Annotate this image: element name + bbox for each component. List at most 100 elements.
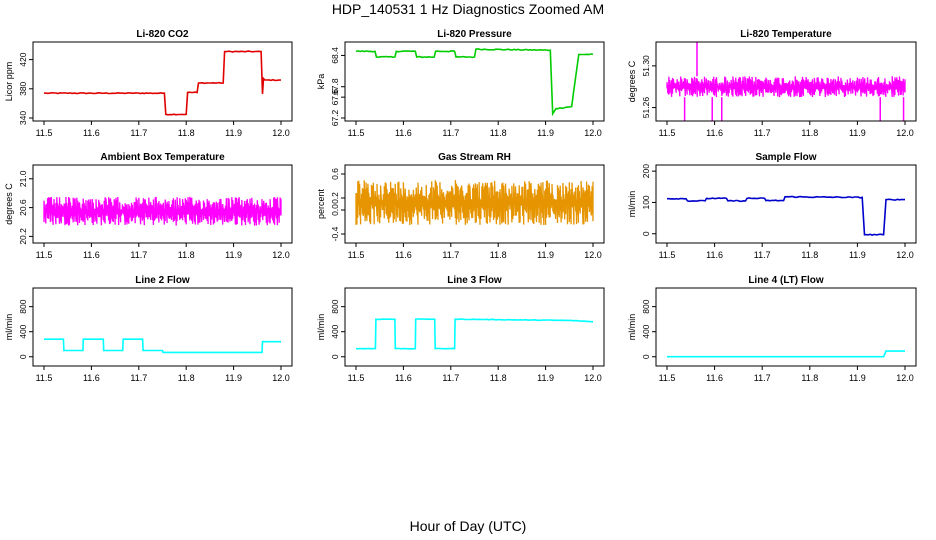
series-line bbox=[355, 180, 594, 226]
x-tick-label: 11.8 bbox=[178, 373, 195, 383]
panel-title: Gas Stream RH bbox=[438, 152, 511, 163]
series-line bbox=[667, 350, 905, 358]
x-tick-label: 11.7 bbox=[442, 128, 459, 138]
y-tick-label: 0 bbox=[18, 354, 28, 359]
series-group bbox=[355, 47, 594, 117]
x-tick-label: 11.7 bbox=[442, 250, 459, 260]
series-group bbox=[355, 180, 594, 226]
panel-6: Sample Flow 11.5 11.6 11.7 11.8 11.9 12.0 0 100 2… bbox=[627, 152, 917, 260]
panel-8: Line 3 Flow 11.5 11.6 11.7 11.8 11.9 12.0 0 400 8… bbox=[316, 275, 605, 383]
x-tick-label: 11.8 bbox=[490, 128, 507, 138]
y-tick-label: 420 bbox=[18, 52, 28, 66]
plot-frame bbox=[344, 164, 605, 244]
y-axis-label: ml/min bbox=[4, 314, 14, 341]
panel-title: Li-820 Temperature bbox=[740, 29, 832, 40]
x-tick-label: 11.7 bbox=[130, 128, 147, 138]
panel-7: Line 2 Flow 11.5 11.6 11.7 11.8 11.9 12.0 0 400 8… bbox=[4, 275, 293, 383]
y-tick-label: 0.6 bbox=[330, 168, 340, 180]
y-tick-label: 400 bbox=[18, 324, 28, 338]
y-tick-label: 340 bbox=[18, 111, 28, 125]
series-group bbox=[43, 50, 282, 116]
y-tick-label: 67.2 bbox=[330, 109, 340, 126]
series-group bbox=[667, 350, 905, 358]
plot-frame bbox=[655, 164, 917, 244]
series-group bbox=[44, 338, 281, 354]
y-axis-label: ml/min bbox=[627, 314, 637, 341]
series-line bbox=[667, 195, 905, 236]
x-tick-label: 11.6 bbox=[706, 250, 723, 260]
x-tick-label: 11.8 bbox=[490, 373, 507, 383]
panel-title: Line 2 Flow bbox=[135, 275, 190, 286]
plot-frame bbox=[32, 41, 293, 122]
x-tick-label: 11.6 bbox=[706, 128, 723, 138]
plot-frame bbox=[655, 287, 917, 367]
x-tick-label: 11.6 bbox=[395, 373, 412, 383]
panel-title: Line 4 (LT) Flow bbox=[748, 275, 824, 286]
x-tick-label: 11.8 bbox=[801, 373, 818, 383]
panel-title: Line 3 Flow bbox=[447, 275, 502, 286]
y-tick-label: 100 bbox=[641, 195, 651, 209]
x-tick-label: 11.9 bbox=[537, 250, 554, 260]
x-tick-label: 11.5 bbox=[36, 250, 53, 260]
x-tick-label: 12.0 bbox=[584, 373, 602, 383]
series-group bbox=[666, 42, 906, 121]
series-line bbox=[355, 47, 594, 117]
y-tick-label: 67.6 bbox=[330, 89, 340, 106]
x-tick-label: 12.0 bbox=[584, 128, 602, 138]
x-tick-label: 11.9 bbox=[849, 373, 866, 383]
y-tick-label: 400 bbox=[330, 324, 340, 338]
x-tick-label: 11.6 bbox=[83, 250, 100, 260]
x-tick-label: 11.8 bbox=[178, 128, 195, 138]
y-tick-label: 67.8 bbox=[330, 78, 340, 95]
plot-frame bbox=[655, 41, 917, 122]
y-tick-label: 68.4 bbox=[330, 47, 340, 64]
y-axis-label: Licor ppm bbox=[4, 62, 14, 102]
panel-1: Li-820 CO2 11.5 11.6 11.7 11.8 11.9 12.0 340 380… bbox=[4, 29, 293, 138]
y-tick-label: 800 bbox=[641, 299, 651, 313]
panel-title: Li-820 CO2 bbox=[136, 29, 189, 40]
y-tick-label: 20.6 bbox=[18, 199, 28, 216]
x-tick-label: 11.9 bbox=[849, 128, 866, 138]
x-tick-label: 11.5 bbox=[348, 373, 365, 383]
series-group bbox=[43, 196, 282, 226]
y-tick-label: 0.2 bbox=[330, 192, 340, 204]
plot-frame bbox=[32, 287, 293, 367]
series-group bbox=[355, 318, 594, 350]
x-tick-label: 12.0 bbox=[272, 373, 290, 383]
x-tick-label: 11.6 bbox=[83, 128, 100, 138]
x-tick-label: 11.6 bbox=[83, 373, 100, 383]
plot-frame bbox=[344, 287, 605, 367]
x-tick-label: 11.5 bbox=[659, 250, 676, 260]
y-tick-label: 200 bbox=[641, 164, 651, 178]
y-axis-label: ml/min bbox=[316, 314, 326, 341]
x-tick-label: 11.8 bbox=[178, 250, 195, 260]
x-tick-label: 11.9 bbox=[537, 373, 554, 383]
panel-2: Li-820 Pressure 11.5 11.6 11.7 11.8 11.9 12.0 6… bbox=[316, 29, 605, 138]
x-tick-label: 11.6 bbox=[706, 373, 723, 383]
x-tick-label: 11.5 bbox=[348, 250, 365, 260]
series-line bbox=[355, 318, 594, 350]
panel-9: Line 4 (LT) Flow 11.5 11.6 11.7 11.8 11.9 12.0… bbox=[627, 275, 917, 383]
x-tick-label: 11.7 bbox=[754, 250, 771, 260]
y-tick-label: 20.2 bbox=[18, 228, 28, 245]
panel-5: Gas Stream RH 11.5 11.6 11.7 11.8 11.9 12.0 -0.… bbox=[316, 152, 605, 260]
x-tick-label: 11.9 bbox=[225, 250, 242, 260]
x-tick-label: 11.8 bbox=[801, 128, 818, 138]
y-tick-label: 51.26 bbox=[641, 97, 651, 119]
y-tick-label: 380 bbox=[18, 81, 28, 95]
plot-frame bbox=[344, 41, 605, 122]
x-tick-label: 11.7 bbox=[130, 373, 147, 383]
y-tick-label: 0 bbox=[641, 354, 651, 359]
series-line bbox=[666, 76, 906, 98]
y-tick-label: 800 bbox=[330, 299, 340, 313]
x-tick-label: 11.7 bbox=[754, 373, 771, 383]
x-tick-label: 11.7 bbox=[442, 373, 459, 383]
x-tick-label: 11.7 bbox=[130, 250, 147, 260]
x-tick-label: 11.5 bbox=[659, 128, 676, 138]
panel-title: Sample Flow bbox=[755, 152, 816, 163]
y-axis-label: kPa bbox=[316, 74, 326, 90]
x-tick-label: 12.0 bbox=[584, 250, 602, 260]
x-tick-label: 11.5 bbox=[36, 373, 53, 383]
x-tick-label: 11.9 bbox=[849, 250, 866, 260]
